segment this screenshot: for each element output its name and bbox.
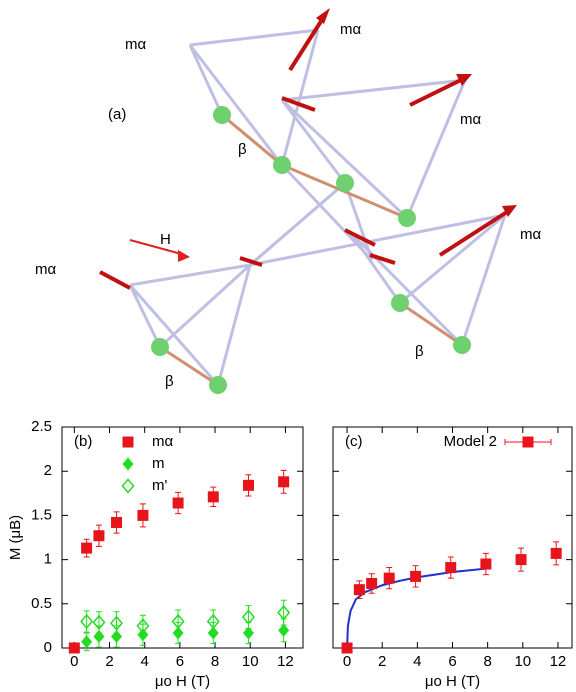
marker: [81, 635, 92, 648]
marker: [81, 543, 92, 554]
bond-label: β: [165, 373, 174, 390]
error-bar: [114, 612, 120, 635]
panel-label: (a): [108, 106, 126, 123]
lattice-diagram: [100, 8, 517, 394]
bonds: [130, 30, 505, 385]
x-tick-label: 0: [343, 653, 351, 670]
legend-label: m: [152, 455, 165, 472]
x-axis-title: μo H (T): [425, 673, 480, 690]
y-tick-label: 1.5: [31, 506, 52, 523]
y-tick-label: 0: [44, 639, 52, 656]
marker: [208, 491, 219, 502]
figure: (a) H mα mα mα mα mα β β β 02468101200.5…: [0, 0, 576, 692]
marker: [69, 643, 80, 654]
y-tick-label: 1: [44, 551, 52, 568]
marker: [354, 584, 365, 595]
plot-frame: [333, 427, 572, 648]
bond-label: β: [238, 141, 247, 158]
legend-label: Model 2: [444, 433, 497, 450]
x-tick-label: 6: [448, 653, 456, 670]
marker: [366, 578, 377, 589]
marker: [93, 530, 104, 541]
x-tick-label: 2: [105, 653, 113, 670]
legend-marker: [123, 480, 134, 493]
marker: [480, 559, 491, 570]
x-tick-label: 2: [378, 653, 386, 670]
error-bar: [245, 606, 251, 629]
y-axis-title: M (μB): [7, 515, 24, 560]
x-tick-label: 0: [70, 653, 78, 670]
panel-label: (c): [345, 433, 363, 450]
panel-label: (b): [74, 433, 92, 450]
legend-label: m': [152, 477, 167, 494]
marker: [342, 643, 353, 654]
marker: [516, 554, 527, 565]
moment-label: mα: [460, 111, 481, 128]
x-tick-label: 10: [514, 653, 531, 670]
marker: [137, 510, 148, 521]
x-tick-label: 6: [176, 653, 184, 670]
y-tick-label: 2.5: [31, 418, 52, 435]
marker: [278, 476, 289, 487]
field-label: H: [160, 231, 171, 248]
marker: [551, 548, 562, 559]
x-tick-label: 12: [277, 653, 294, 670]
marker: [243, 480, 254, 491]
error-bar: [281, 600, 287, 625]
moment-label: mα: [125, 36, 146, 53]
bond-label: β: [415, 343, 424, 360]
x-axis-title: μo H (T): [155, 673, 210, 690]
legend-marker: [123, 458, 134, 471]
marker: [111, 517, 122, 528]
marker: [445, 562, 456, 573]
legend-marker: [123, 437, 134, 448]
marker: [384, 573, 395, 584]
marker: [278, 624, 289, 637]
marker: [173, 498, 184, 509]
legend-marker: [523, 437, 534, 448]
legend-label: mα: [152, 433, 173, 450]
moment-label: mα: [520, 226, 541, 243]
y-tick-label: 0.5: [31, 595, 52, 612]
moment-label: mα: [35, 261, 56, 278]
x-tick-label: 12: [550, 653, 567, 670]
x-tick-label: 4: [413, 653, 421, 670]
x-tick-label: 8: [211, 653, 219, 670]
x-tick-label: 8: [483, 653, 491, 670]
moment-label: mα: [340, 21, 361, 38]
x-tick-label: 10: [242, 653, 259, 670]
x-tick-label: 4: [141, 653, 149, 670]
y-tick-label: 2: [44, 462, 52, 479]
marker: [410, 571, 421, 582]
